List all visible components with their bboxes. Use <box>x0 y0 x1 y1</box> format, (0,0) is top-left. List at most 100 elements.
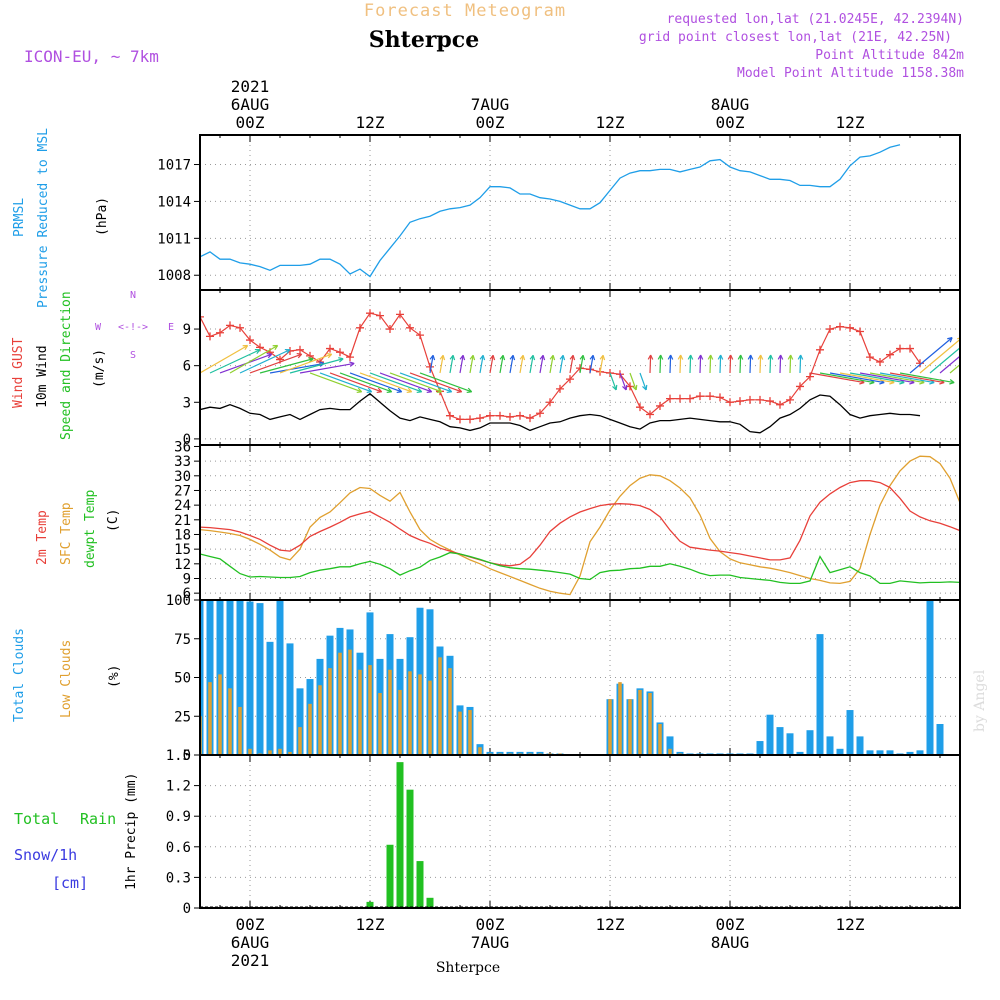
gust-marker <box>456 415 464 424</box>
wind-arrow-head <box>967 338 972 343</box>
wind-arrow <box>889 372 945 384</box>
ytick-label-precipitation-2: 0.6 <box>166 840 191 856</box>
ytick-label-precipitation-1: 0.3 <box>166 870 191 886</box>
panel-frame-pressure <box>199 134 961 291</box>
gust-marker <box>216 328 224 337</box>
wind-arrow <box>649 354 652 374</box>
panels: 1008101110141017036969121518212427303336… <box>157 134 982 917</box>
total-cloud-bar <box>766 714 774 755</box>
wind-arrow <box>639 372 647 391</box>
dir-n: N <box>130 290 136 301</box>
low-cloud-bar <box>618 682 622 755</box>
wind-arrow-head <box>254 348 261 355</box>
gust-marker <box>416 331 424 340</box>
wind-arrow-head <box>466 387 473 394</box>
ytick-label-temperature-0: 6 <box>183 586 191 602</box>
low-cloud-bar <box>208 682 212 755</box>
gust-marker <box>566 375 574 384</box>
gust-marker <box>496 411 504 420</box>
wind-arrow <box>669 354 672 374</box>
wind-arrow-head <box>284 348 291 355</box>
wind-arrow <box>629 372 637 391</box>
wind-arrow-head <box>569 354 576 361</box>
top-axis-label-0: 00Z <box>236 113 265 132</box>
gust-marker <box>356 323 364 332</box>
wind-arrow <box>929 347 960 374</box>
ytick-label-pressure-2: 1014 <box>157 194 191 210</box>
wind-arrow-head <box>396 387 403 394</box>
wind-arrow <box>419 372 472 393</box>
panel-frame-precipitation <box>199 754 961 909</box>
rain-bar <box>416 861 424 908</box>
wind-arrow <box>299 362 355 374</box>
gust-marker <box>906 344 914 353</box>
wind-arrow-head <box>707 354 714 360</box>
wind-arrow-head <box>977 338 982 343</box>
top-axis-label-4: 00Z <box>716 113 745 132</box>
wind-arrow-head <box>947 337 953 343</box>
wind-arrow-head <box>579 354 586 361</box>
ytick-label-wind-1: 3 <box>183 395 191 411</box>
wind-arrow <box>369 372 422 393</box>
wind-arrow-head <box>647 354 654 360</box>
total-clouds-title: Total Clouds <box>12 628 27 722</box>
wind-arrow-head <box>459 354 466 361</box>
gust-marker <box>836 322 844 331</box>
low-cloud-bar <box>478 747 482 755</box>
low-cloud-bar <box>328 668 332 755</box>
wind-arrow <box>829 372 885 384</box>
gust-marker <box>236 323 244 332</box>
plot-pressure <box>200 144 901 278</box>
wind-arrow <box>269 362 325 374</box>
wind-arrow-head <box>272 344 279 351</box>
ytick-label-wind-2: 6 <box>183 359 191 375</box>
bottom-axis-label-3: 12Z <box>596 915 625 934</box>
bottom-axis-date-2: 7AUG <box>471 933 510 952</box>
wind-arrow <box>749 354 752 374</box>
wind-arrow <box>789 354 792 374</box>
wind-arrow-head <box>612 384 618 391</box>
wind-arrow <box>919 338 960 374</box>
gust-marker <box>786 395 794 404</box>
chart-title: Forecast Meteogram <box>364 1 566 21</box>
total-cloud-bar <box>916 750 924 755</box>
wind-arrow <box>659 354 662 374</box>
wind-arrow <box>869 372 925 384</box>
gridpoint-coords: grid point closest lon,lat (21E, 42.25N) <box>639 30 952 45</box>
wind-arrow <box>499 355 504 374</box>
ytick-label-clouds-3: 75 <box>174 632 191 648</box>
pressure-unit: (hPa) <box>95 197 110 236</box>
gust-marker <box>406 323 414 332</box>
low-cloud-bar <box>438 657 442 755</box>
gust-marker <box>766 397 774 406</box>
wind-arrow <box>579 355 584 374</box>
sfc-title: SFC Temp <box>59 502 74 565</box>
wind-arrow <box>719 354 722 374</box>
wind-arrow-head <box>657 354 664 360</box>
wind-arrow <box>389 372 442 393</box>
low-cloud-bar <box>318 685 322 755</box>
wind-arrow <box>839 372 895 384</box>
low-clouds-title: Low Clouds <box>59 640 74 718</box>
wind-arrow <box>209 349 261 374</box>
wind-axis-titles: Wind GUST 10m Wind Speed and Direction (… <box>11 290 174 440</box>
dewpt-title: dewpt Temp <box>83 490 98 568</box>
wind-arrow <box>739 354 742 374</box>
low-cloud-bar <box>228 688 232 755</box>
wind-arrow-head <box>499 354 506 361</box>
wind-arrow <box>939 355 960 374</box>
dir-w: W <box>95 322 102 333</box>
gust-marker <box>656 401 664 410</box>
gust-marker <box>756 395 764 404</box>
wind-arrow <box>899 372 955 384</box>
wind-arrow-head <box>559 354 566 361</box>
wind-arrow-head <box>777 354 784 360</box>
low-cloud-bar <box>348 649 352 755</box>
ytick-label-temperature-10: 36 <box>174 439 191 455</box>
gust-marker <box>796 382 804 391</box>
low-cloud-bar <box>358 669 362 755</box>
ytick-label-clouds-4: 100 <box>166 593 191 609</box>
gust-marker <box>546 398 554 407</box>
wind-arrow-head <box>642 384 648 391</box>
ytick-label-temperature-6: 24 <box>174 498 191 514</box>
